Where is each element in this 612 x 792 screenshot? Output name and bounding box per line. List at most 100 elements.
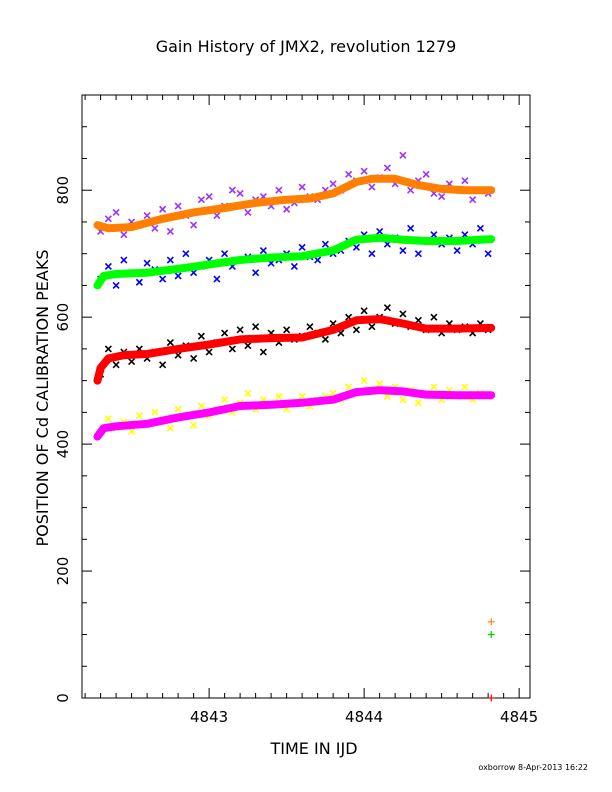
smoothed-point [100,272,107,279]
smoothed-point [268,254,275,261]
chart-title: Gain History of JMX2, revolution 1279 [156,37,457,56]
plot-border [81,94,531,699]
data-point [352,243,360,251]
smoothed-point [353,389,360,396]
outlier-point [487,694,495,702]
data-point [360,307,368,315]
smoothed-point [144,350,151,357]
smoothed-point [113,423,120,430]
smoothed-point [353,236,360,243]
smoothed-point [144,420,151,427]
data-point [430,231,438,239]
smoothed-point [399,388,406,395]
data-point [453,246,461,255]
data-point [112,208,120,216]
x-axis-ticks: 4843 4844 4845 [84,95,538,726]
data-point [345,170,353,178]
data-point [104,215,112,223]
outlier-point [487,618,495,626]
smoothed-point [399,236,406,243]
plot-frame [81,94,531,699]
data-point [399,396,407,404]
smoothed-point [128,224,135,231]
data-point [438,192,446,201]
data-point [128,358,136,366]
data-point [151,224,159,232]
data-point [259,348,267,356]
data-point [376,380,384,388]
smoothed-point [454,237,461,244]
data-point [368,323,376,331]
data-point [197,196,205,204]
data-point [414,316,422,324]
series-smoothed-0 [93,174,496,233]
data-point [143,212,151,220]
data-point [135,411,143,420]
smoothed-point [353,317,360,324]
y-tick-label: 600 [54,303,72,332]
x-tick-label: 4845 [500,708,538,726]
smoothed-point [113,270,120,277]
data-point [174,272,182,280]
smoothed-point [190,209,197,216]
data-point [120,256,128,264]
y-tick-label: 400 [54,430,72,459]
smoothed-point [330,326,337,333]
data-point [244,342,252,350]
smoothed-point [206,409,213,416]
data-point [283,205,291,213]
series-raw-1 [97,151,492,239]
data-point [166,256,174,264]
data-point [197,402,205,410]
series-smoothed-2 [93,233,496,290]
data-point [314,256,322,264]
data-point [112,361,120,369]
data-point [244,208,252,216]
smoothed-point [159,215,166,222]
smoothed-point [268,401,275,408]
smoothed-point [175,265,182,272]
smoothed-point [94,282,101,289]
smoothed-point [399,320,406,327]
data-point [422,170,430,178]
data-point [368,250,376,258]
data-point [174,202,182,210]
series-smoothed-4 [93,315,496,385]
smoothed-point [97,364,104,371]
data-point [104,262,112,270]
outlier-point [487,631,495,639]
y-axis-label: POSITION OF Cd CALIBRATION PEAKS [33,250,52,547]
smoothed-point [94,222,101,229]
smoothed-line [93,386,496,441]
smoothed-point [488,236,495,243]
smoothed-point [283,196,290,203]
series-layer [93,151,496,702]
smoothed-point [454,392,461,399]
data-point [128,427,136,435]
smoothed-line [93,315,496,385]
smoothed-point [100,425,107,432]
data-point [275,392,283,401]
smoothed-point [488,187,495,194]
data-point [190,354,198,362]
data-point [383,304,391,312]
data-point [244,389,252,397]
smoothed-point [330,190,337,197]
smoothed-point [376,316,383,323]
data-point [197,332,205,340]
smoothed-point [94,433,101,440]
series-smoothed-6 [93,386,496,441]
smoothed-point [299,399,306,406]
x-tick-label: 4844 [345,708,383,726]
data-point [259,246,267,255]
smoothed-point [306,195,313,202]
smoothed-point [461,187,468,194]
data-point [306,323,314,331]
smoothed-point [392,175,399,182]
data-point [151,408,159,416]
data-point [252,269,260,277]
series-outlier-8 [487,618,495,626]
data-point [399,310,407,318]
smoothed-point [438,185,445,192]
data-point [298,243,306,251]
